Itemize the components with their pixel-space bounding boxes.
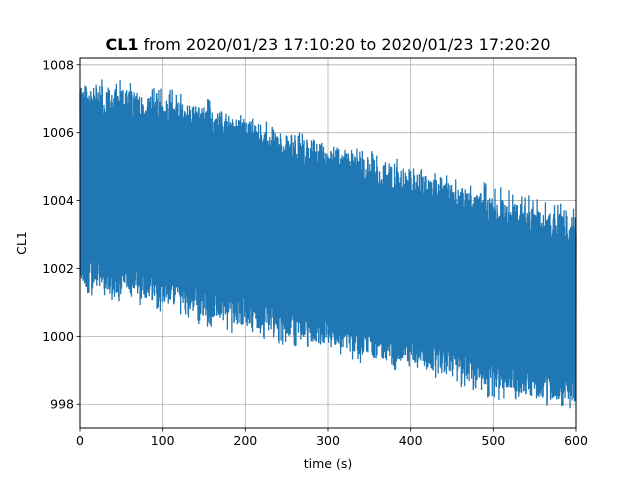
data-series (79, 79, 577, 409)
y-tick-label: 1002 (42, 261, 74, 276)
x-tick-label: 500 (481, 433, 505, 448)
y-tick-label: 1004 (42, 193, 74, 208)
y-tick-label: 1006 (42, 125, 74, 140)
y-tick-label: 1000 (42, 329, 74, 344)
x-tick-label: 600 (564, 433, 588, 448)
x-tick-label: 300 (316, 433, 340, 448)
y-tick-label: 1008 (42, 57, 74, 72)
chart-title: CL1 from 2020/01/23 17:10:20 to 2020/01/… (105, 35, 550, 54)
y-axis-label: CL1 (14, 231, 29, 255)
x-tick-label: 100 (151, 433, 175, 448)
x-tick-label: 400 (399, 433, 423, 448)
x-axis-label: time (s) (304, 456, 352, 471)
x-tick-label: 0 (76, 433, 84, 448)
axis-ticks: 0 100 200 300 400 500 600 998 1000 1002 1004 1006 10… (42, 57, 588, 448)
x-tick-label: 200 (233, 433, 257, 448)
y-tick-label: 998 (50, 397, 74, 412)
chart-title-bold: CL1 (105, 35, 138, 54)
chart-title-rest: from 2020/01/23 17:10:20 to 2020/01/23 1… (139, 35, 551, 54)
series-line (79, 79, 577, 409)
